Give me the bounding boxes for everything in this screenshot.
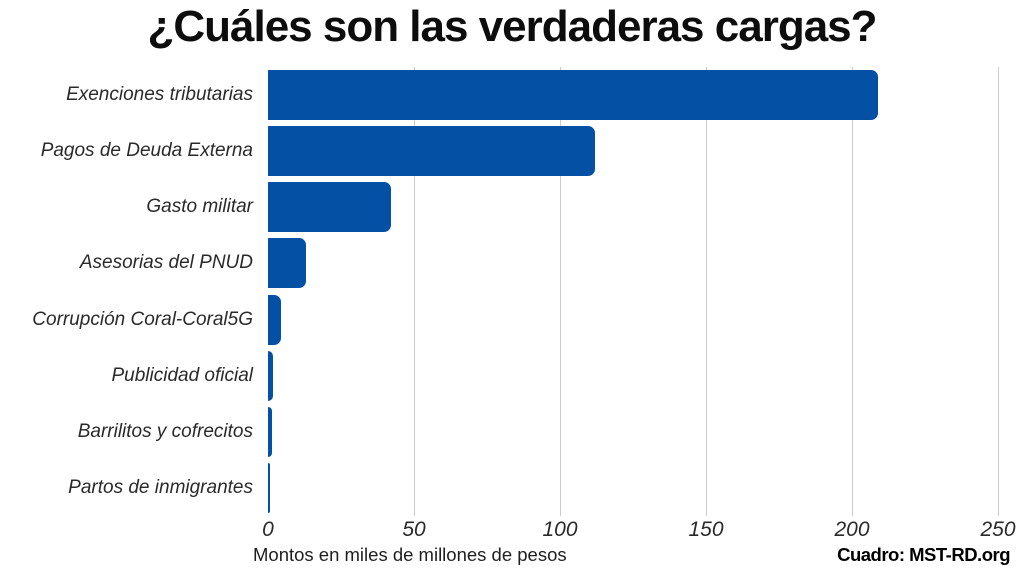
x-tick-label: 0	[262, 518, 274, 541]
y-axis-labels: Exenciones tributarias Pagos de Deuda Ex…	[0, 67, 253, 516]
category-label: Barrilitos y cofrecitos	[77, 420, 253, 442]
bar-row	[268, 292, 998, 348]
bar	[268, 182, 391, 233]
x-tick-label: 100	[542, 518, 578, 541]
x-axis-title: Montos en miles de millones de pesos	[253, 544, 567, 565]
plot-area	[268, 67, 999, 516]
gridline	[560, 67, 561, 516]
bars	[268, 67, 998, 516]
gridline	[706, 67, 707, 516]
bar	[268, 294, 282, 345]
category-label: Pagos de Deuda Externa	[40, 140, 253, 162]
category-label: Exenciones tributarias	[66, 84, 253, 106]
category-label: Gasto militar	[146, 196, 253, 218]
category-label: Partos de inmigrantes	[68, 476, 253, 498]
chart-title: ¿Cuáles son las verdaderas cargas?	[147, 2, 877, 51]
x-axis-ticks: 0 50 100 150 200 250	[262, 517, 1015, 543]
bar-row	[268, 67, 998, 123]
bar	[268, 126, 596, 177]
x-tick-label: 50	[402, 518, 426, 541]
source-credit: Cuadro: MST-RD.org	[837, 544, 1010, 565]
x-tick-label: 250	[980, 518, 1016, 541]
bar	[268, 238, 306, 289]
bar	[268, 350, 273, 401]
category-label: Corrupción Coral-Coral5G	[32, 308, 253, 330]
category-label: Publicidad oficial	[111, 364, 253, 386]
category-label: Asesorias del PNUD	[79, 252, 253, 274]
x-tick-label: 200	[834, 518, 870, 541]
bar-row	[268, 460, 998, 516]
bar	[268, 406, 273, 457]
bar	[268, 70, 879, 121]
bar-row	[268, 235, 998, 291]
bar	[268, 462, 270, 513]
x-tick-label: 150	[688, 518, 724, 541]
gridline	[998, 67, 999, 516]
gridlines	[268, 67, 999, 516]
gridline	[852, 67, 853, 516]
bar-row	[268, 179, 998, 235]
bar-row	[268, 123, 998, 179]
gridline	[414, 67, 415, 516]
bar-row	[268, 404, 998, 460]
bar-row	[268, 348, 998, 404]
